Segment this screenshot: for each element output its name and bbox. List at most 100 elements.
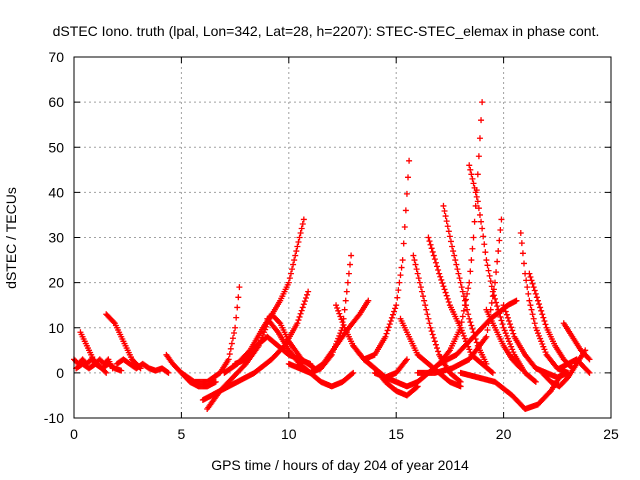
data-arc	[500, 302, 572, 381]
data-point-marker	[410, 252, 417, 259]
data-arc	[350, 342, 421, 399]
data-arc	[425, 234, 496, 376]
data-point-marker	[276, 319, 283, 326]
data-point-marker	[527, 302, 534, 309]
data-point-marker	[297, 310, 304, 317]
x-tick-label: 10	[281, 426, 297, 442]
data-point-marker	[440, 283, 447, 290]
data-point-marker	[432, 259, 439, 266]
data-point-marker	[526, 270, 533, 277]
data-point-marker	[493, 269, 500, 276]
data-point-marker	[542, 349, 549, 356]
data-point-marker	[389, 311, 396, 318]
y-tick-label: -10	[44, 410, 64, 426]
data-point-marker	[468, 322, 475, 329]
data-point-marker	[527, 273, 534, 280]
data-point-marker	[431, 338, 438, 345]
data-point-marker	[496, 237, 503, 244]
data-point-marker	[334, 305, 341, 312]
data-point-marker	[449, 243, 456, 250]
data-point-marker	[488, 368, 495, 375]
data-point-marker	[386, 321, 393, 328]
data-point-marker	[165, 369, 172, 376]
y-tick-label: 10	[48, 320, 64, 336]
data-point-marker	[445, 228, 452, 235]
data-point-marker	[461, 297, 468, 304]
data-point-marker	[287, 270, 294, 277]
data-point-marker	[110, 319, 117, 326]
data-point-marker	[335, 307, 342, 314]
data-point-marker	[494, 303, 501, 310]
data-point-marker	[425, 234, 432, 241]
data-point-marker	[298, 225, 305, 232]
data-point-marker	[385, 324, 392, 331]
data-point-marker	[505, 317, 512, 324]
data-point-marker	[450, 248, 457, 255]
data-point-marker	[415, 275, 422, 282]
data-point-marker	[473, 193, 480, 200]
data-point-marker	[470, 180, 477, 187]
data-point-marker	[542, 321, 549, 328]
data-point-marker	[435, 266, 442, 273]
data-point-marker	[426, 238, 433, 245]
data-point-marker	[336, 310, 343, 317]
data-point-marker	[471, 218, 478, 225]
data-point-marker	[509, 327, 516, 334]
data-point-marker	[490, 292, 497, 299]
data-point-marker	[295, 317, 302, 324]
data-point-marker	[459, 330, 466, 337]
data-point-marker	[507, 340, 514, 347]
data-arc	[113, 356, 172, 376]
data-point-marker	[481, 241, 488, 248]
data-point-marker	[483, 257, 490, 264]
data-point-marker	[424, 311, 431, 318]
x-tick-label: 0	[70, 426, 78, 442]
data-point-marker	[475, 205, 482, 212]
data-point-marker	[531, 377, 538, 384]
data-point-marker	[434, 345, 441, 352]
data-point-marker	[365, 297, 372, 304]
data-point-marker	[533, 327, 540, 334]
data-point-marker	[483, 333, 490, 340]
y-tick-label: 50	[48, 139, 64, 155]
data-point-marker	[504, 314, 511, 321]
data-point-marker	[497, 226, 504, 233]
data-point-marker	[469, 175, 476, 182]
data-point-marker	[430, 334, 437, 341]
data-point-marker	[304, 291, 311, 298]
data-point-marker	[428, 245, 435, 252]
data-point-marker	[473, 339, 480, 346]
data-point-marker	[505, 338, 512, 345]
data-point-marker	[443, 292, 450, 299]
data-point-marker	[394, 294, 401, 301]
data-point-marker	[510, 349, 517, 356]
data-point-marker	[307, 360, 314, 367]
y-tick-label: 60	[48, 94, 64, 110]
data-point-marker	[442, 213, 449, 220]
data-arc	[539, 347, 589, 390]
data-arc	[483, 306, 524, 372]
data-point-marker	[490, 286, 497, 293]
data-point-marker	[479, 225, 486, 232]
y-tick-label: 30	[48, 230, 64, 246]
data-point-marker	[345, 270, 352, 277]
data-point-marker	[342, 297, 349, 304]
data-point-marker	[467, 268, 474, 275]
data-point-marker	[233, 314, 240, 321]
data-point-marker	[432, 341, 439, 348]
data-point-marker	[446, 233, 453, 240]
data-point-marker	[501, 305, 508, 312]
data-point-marker	[236, 284, 243, 291]
data-point-marker	[444, 295, 451, 302]
data-point-marker	[420, 293, 427, 300]
data-point-marker	[436, 270, 443, 277]
data-point-marker	[541, 317, 548, 324]
data-point-marker	[494, 258, 501, 265]
data-point-marker	[347, 261, 354, 268]
data-point-marker	[487, 278, 494, 285]
data-point-marker	[486, 272, 493, 279]
data-point-marker	[439, 280, 446, 287]
data-point-marker	[411, 257, 418, 264]
data-point-marker	[299, 304, 306, 311]
data-point-marker	[529, 311, 536, 318]
